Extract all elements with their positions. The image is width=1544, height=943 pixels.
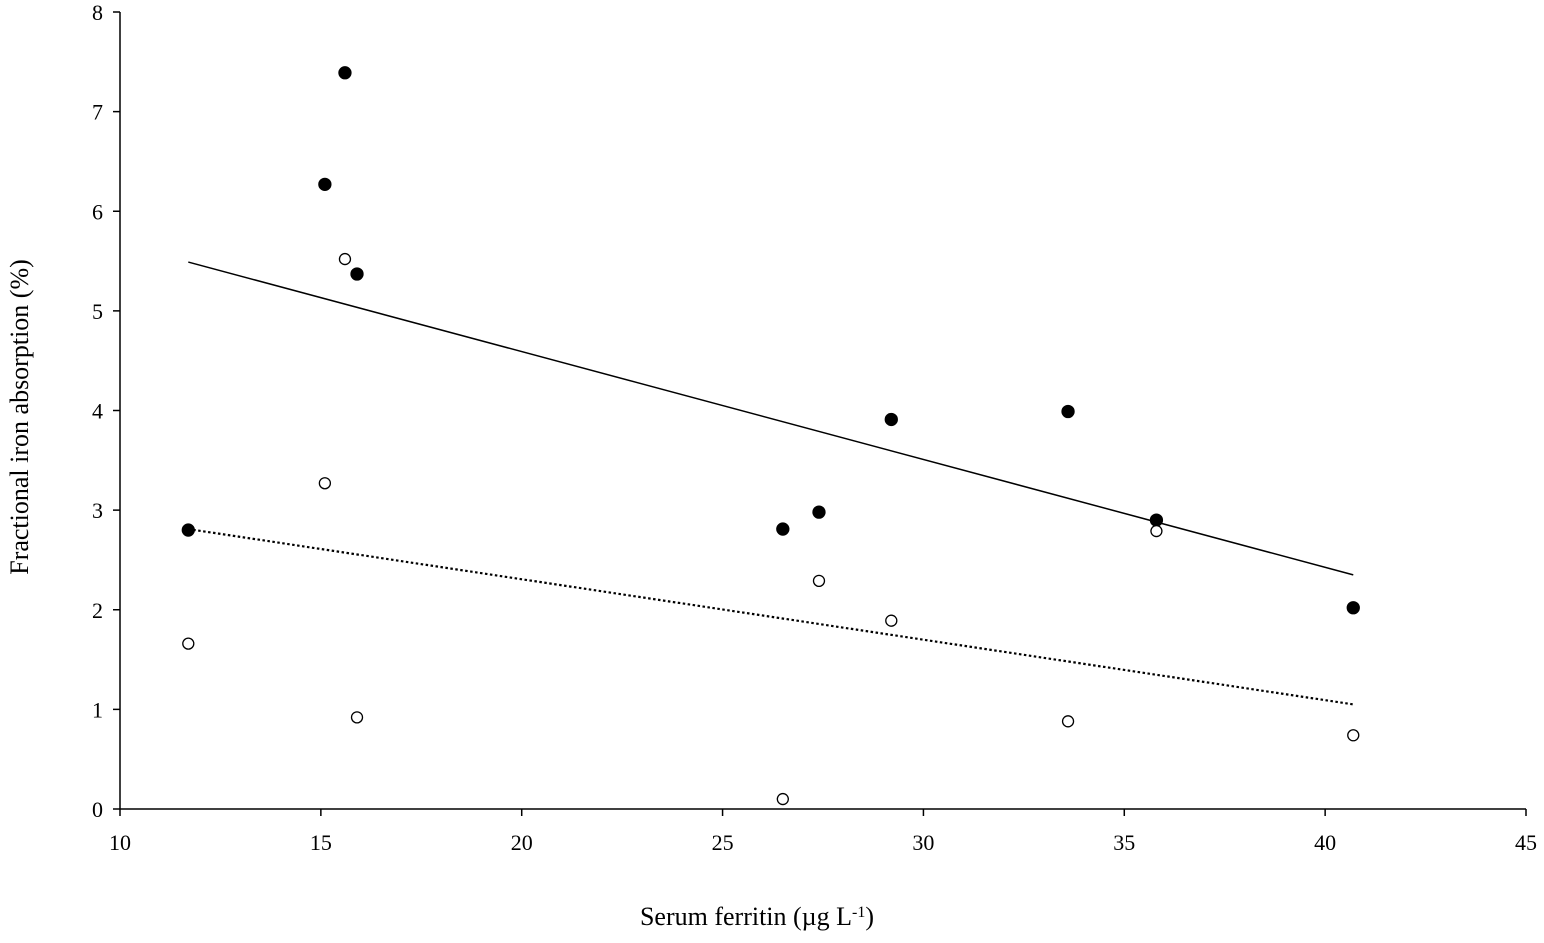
axes <box>119 12 1526 810</box>
x-tick-label: 45 <box>1515 830 1537 855</box>
data-point-open <box>350 711 364 724</box>
x-tick-label: 30 <box>912 830 934 855</box>
x-axis-title-superscript: -1 <box>852 904 865 921</box>
y-axis-title: Fractional iron absorption (%) <box>5 259 34 575</box>
data-point-open <box>182 637 195 650</box>
x-tick-label: 35 <box>1113 830 1135 855</box>
data-point-filled <box>884 412 898 427</box>
x-axis-title-main: Serum ferritin (µg L <box>640 902 852 931</box>
trendline-solid <box>188 261 1354 576</box>
trendlines <box>188 261 1354 706</box>
x-axis-title-suffix: ) <box>865 902 874 931</box>
data-point-open <box>1061 715 1075 728</box>
x-tick-label: 25 <box>712 830 734 855</box>
data-point-open <box>885 614 898 627</box>
x-tick-label: 40 <box>1314 830 1336 855</box>
y-tick-label: 2 <box>92 598 103 623</box>
x-axis-title: Serum ferritin (µg L-1) <box>640 902 874 931</box>
x-tick-label: 20 <box>511 830 533 855</box>
data-point-filled <box>181 523 195 537</box>
data-point-open <box>1347 729 1360 742</box>
data-point-open <box>1150 524 1163 538</box>
y-tick-label: 3 <box>92 498 103 523</box>
data-point-filled <box>1346 601 1360 615</box>
data-point-filled <box>812 505 826 519</box>
x-tick-label: 10 <box>109 830 131 855</box>
data-point-filled <box>1149 513 1164 527</box>
y-tick-label: 4 <box>92 399 103 424</box>
x-tick-label: 15 <box>310 830 332 855</box>
trendline-dotted <box>188 527 1354 706</box>
data-point-open <box>338 252 352 266</box>
data-point-open <box>776 792 789 806</box>
data-point-filled <box>338 66 352 80</box>
data-point-open <box>318 477 332 490</box>
data-point-open <box>812 574 826 588</box>
data-point-filled <box>776 522 790 536</box>
data-point-filled <box>318 177 332 192</box>
y-tick-label: 1 <box>92 697 103 722</box>
y-tick-label: 7 <box>92 100 103 125</box>
y-tick-label: 6 <box>92 199 103 224</box>
data-point-filled <box>1061 404 1075 419</box>
data-points <box>181 66 1360 806</box>
y-tick-label: 5 <box>92 299 103 324</box>
y-tick-label: 8 <box>92 0 103 25</box>
data-point-filled <box>350 267 364 281</box>
y-tick-label: 0 <box>92 797 103 822</box>
